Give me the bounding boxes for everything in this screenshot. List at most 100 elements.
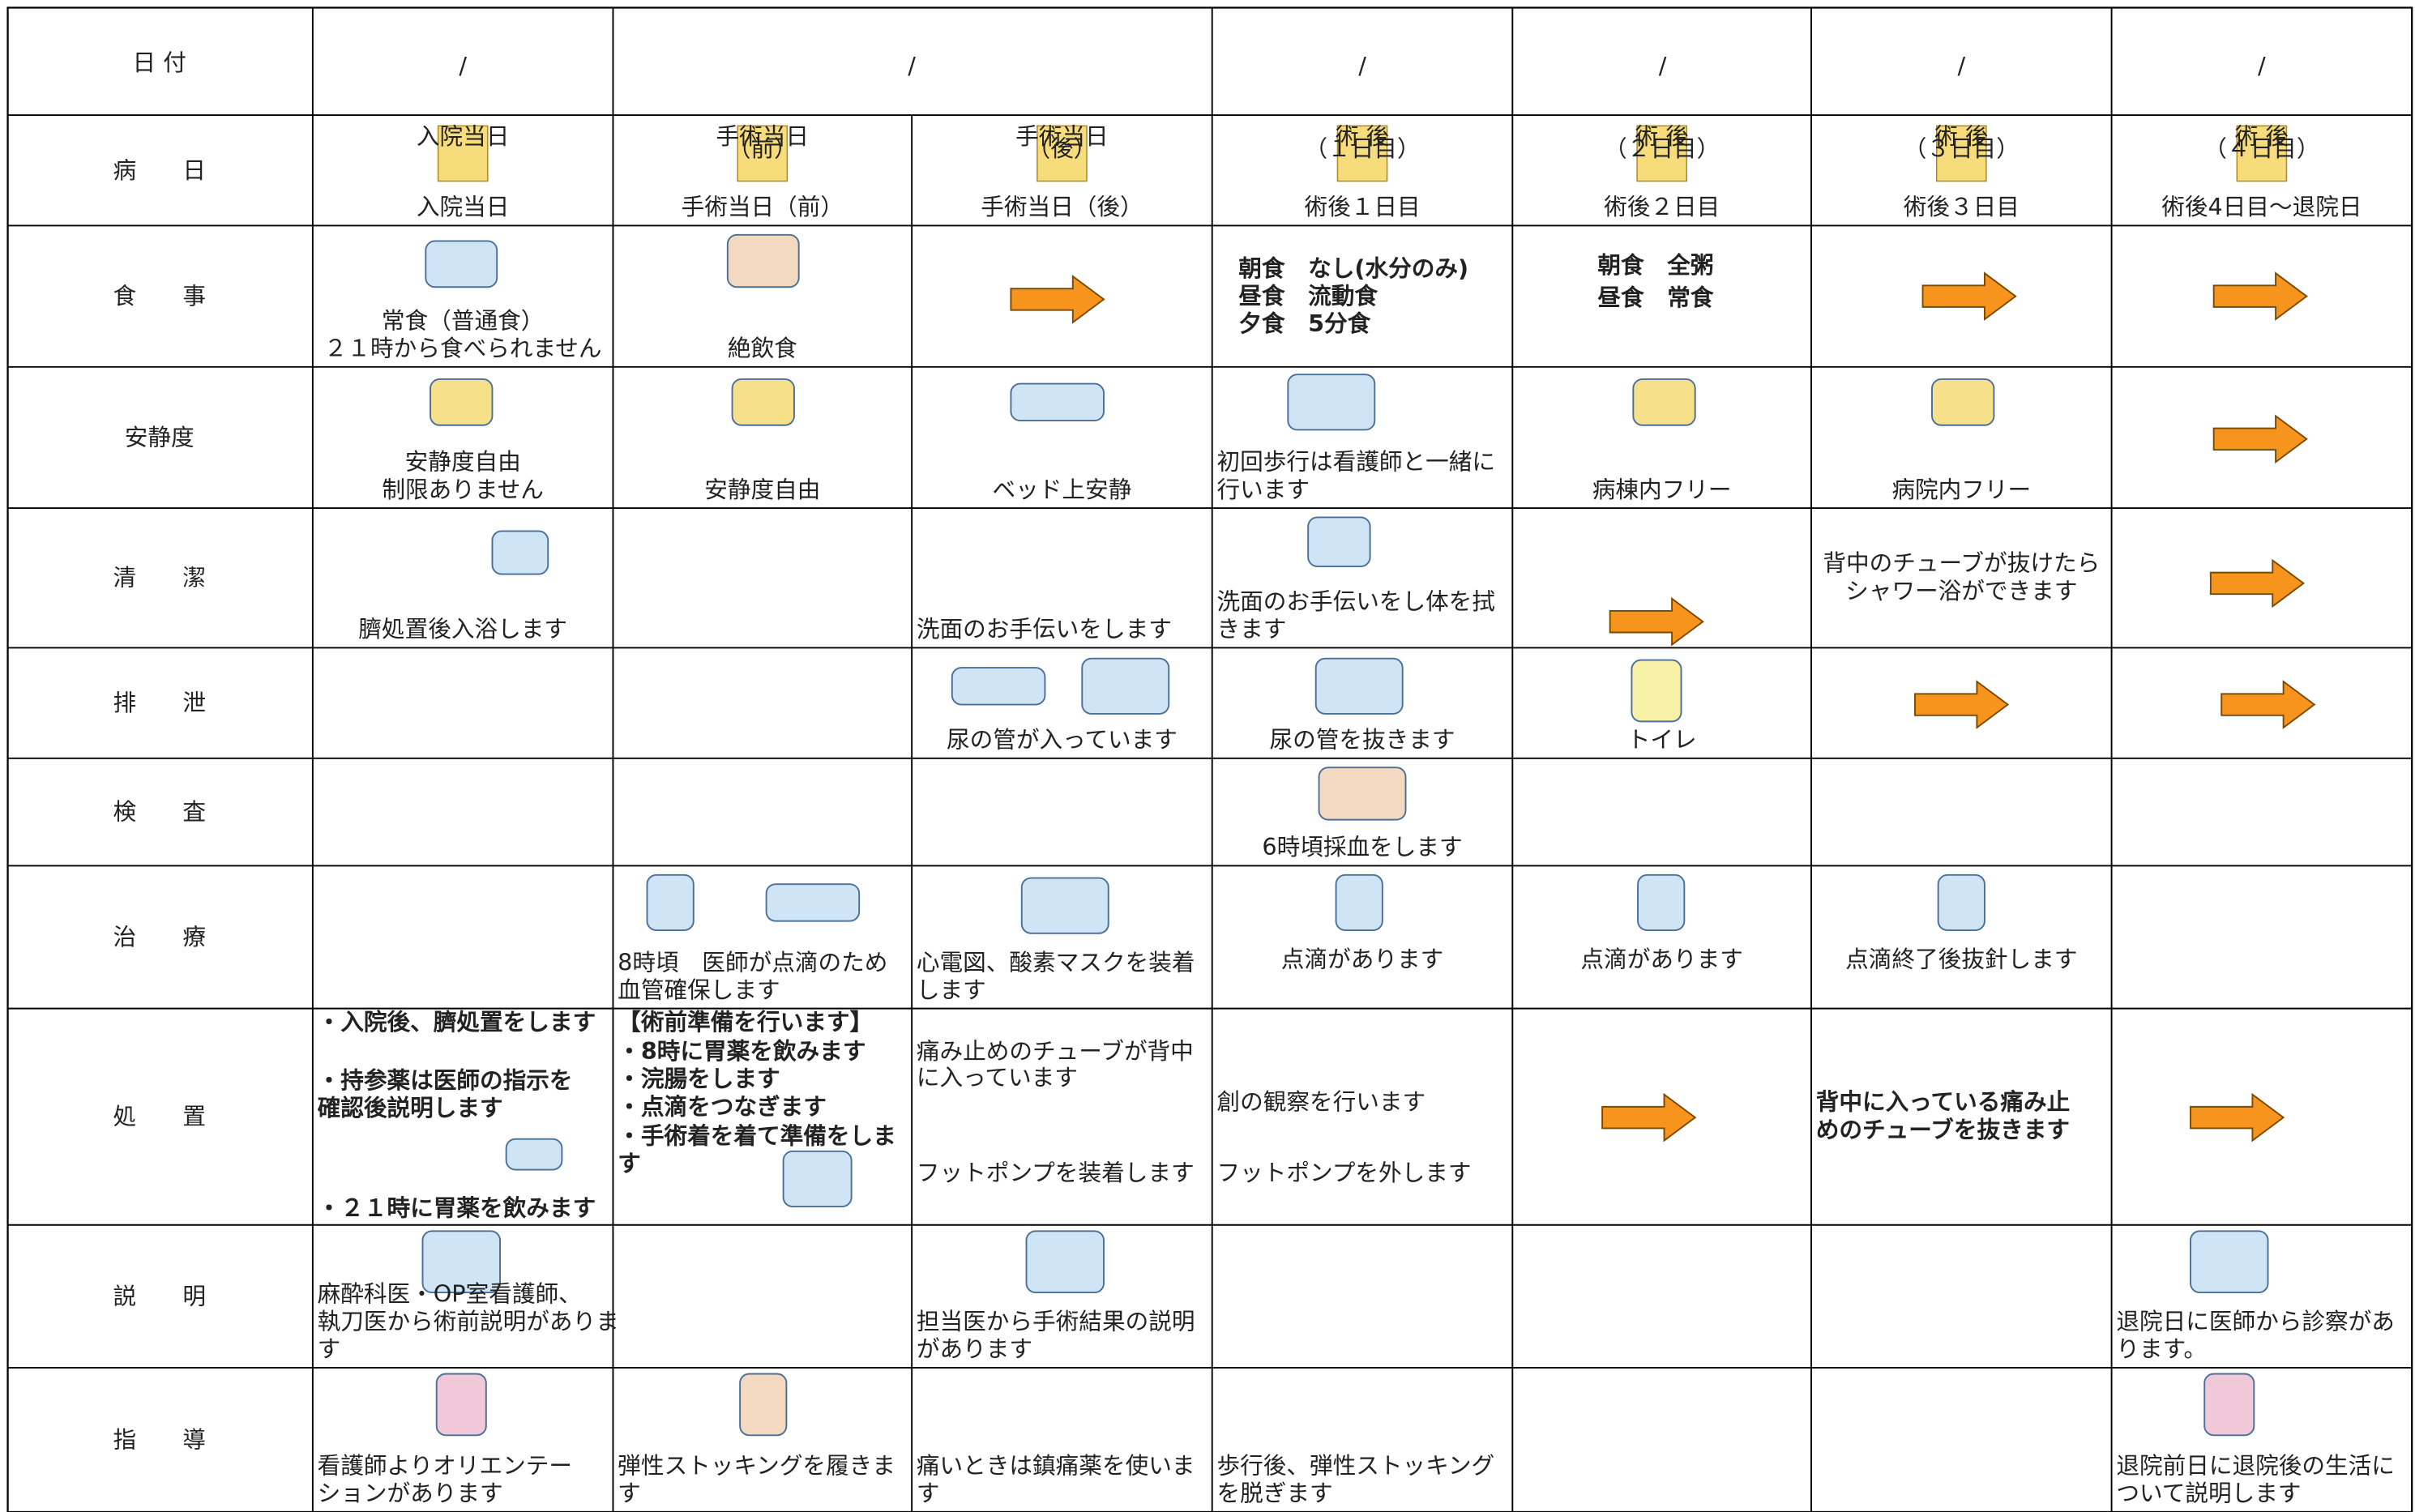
date-slot: /	[1659, 53, 1667, 79]
illustration-icon	[739, 1373, 788, 1437]
row-label: 治 療	[113, 924, 206, 950]
illustration-icon	[1318, 767, 1407, 821]
date-slot: /	[1957, 53, 1965, 79]
illustration-icon	[1314, 657, 1404, 715]
cell-text: 心電図、酸素マスクを装着	[917, 949, 1195, 976]
cell-text: 臍処置後入浴します	[358, 616, 567, 643]
illustration-icon	[505, 1138, 563, 1171]
badge-text: （前）	[728, 135, 797, 162]
illustration-icon	[1931, 378, 1995, 426]
cell-text: ・持参薬は医師の指示を	[318, 1067, 573, 1094]
cell-text: 尿の管を抜きます	[1269, 727, 1455, 754]
row-label: 排 泄	[113, 690, 206, 716]
cell-text: ・点滴をつなぎます	[618, 1093, 827, 1120]
cell-text: 痛み止めのチューブが背中	[917, 1038, 1194, 1065]
illustration-icon	[951, 667, 1046, 706]
cell-text: 【術前準備を行います】	[618, 1009, 873, 1036]
illustration-icon	[1020, 877, 1109, 934]
cell-text: 背中に入っている痛み止	[1816, 1089, 2071, 1116]
badge-text: 術 後	[2235, 123, 2289, 150]
cell-text: シャワー浴ができます	[1845, 578, 2077, 604]
illustration-icon	[1637, 873, 1686, 931]
cell-text: 術後4日目〜退院日	[2161, 194, 2362, 220]
row-label: 検 査	[113, 799, 206, 826]
illustration-icon	[1081, 657, 1170, 715]
cell-text: 担当医から手術結果の説明	[917, 1309, 1195, 1335]
illustration-icon	[430, 378, 494, 426]
cell-text: 背中のチューブが抜けたら	[1823, 550, 2100, 577]
cell-text: 点滴があります	[1281, 946, 1443, 973]
illustration-icon	[1335, 873, 1383, 931]
cell-text: 看護師よりオリエンテー	[318, 1453, 572, 1480]
row-label: 食 事	[113, 283, 206, 310]
cell-text: 手術当日（後）	[981, 194, 1143, 220]
cell-text: ・8時に胃薬を飲みます	[618, 1038, 866, 1065]
illustration-icon	[425, 240, 498, 288]
illustration-icon	[1307, 516, 1371, 567]
cell-text: 朝食 全粥	[1597, 252, 1713, 279]
cell-text: す	[318, 1336, 341, 1363]
cell-text: 血管確保します	[618, 976, 780, 1003]
badge-text: （３日目）	[1904, 135, 2020, 162]
illustration-icon	[646, 873, 695, 931]
arrow-icon	[2190, 1092, 2285, 1143]
table-border	[6, 6, 2413, 1512]
cell-text: 病院内フリー	[1891, 476, 2031, 503]
cell-text: トイレ	[1627, 727, 1697, 754]
illustration-icon	[1631, 659, 1682, 723]
day-badge	[1336, 125, 1388, 182]
illustration-icon	[765, 883, 861, 922]
cell-text: 行います	[1216, 476, 1310, 503]
cell-text: 安静度自由	[405, 449, 521, 476]
badge-text: 術 後	[1934, 123, 1988, 150]
day-badge	[2236, 125, 2288, 182]
illustration-icon	[1937, 873, 1985, 931]
cell-text: フットポンプを装着します	[917, 1160, 1195, 1186]
cell-text: 尿の管が入っています	[947, 727, 1178, 754]
illustration-icon	[782, 1150, 853, 1207]
arrow-icon	[1010, 275, 1105, 324]
date-slot: /	[459, 53, 467, 79]
badge-text: （後）	[1027, 135, 1096, 162]
arrow-icon	[1921, 271, 2017, 321]
cell-text: ・手術着を着て準備をしま	[618, 1122, 896, 1149]
cell-text: ・２１時に胃薬を飲みます	[318, 1194, 596, 1221]
cell-text: ２１時から食べられません	[324, 335, 602, 362]
badge-text: 手術当日	[1015, 123, 1109, 150]
arrow-icon	[2209, 558, 2306, 609]
cell-text: きます	[1216, 616, 1286, 643]
row-label: 指 導	[113, 1427, 206, 1454]
day-badge	[737, 125, 789, 182]
day-badge	[1935, 125, 1987, 182]
cell-text: ります。	[2116, 1336, 2207, 1363]
illustration-icon	[2190, 1230, 2269, 1294]
cell-text: 常食（普通食）	[382, 308, 544, 335]
cell-text: 歩行後、弾性ストッキング	[1216, 1453, 1494, 1480]
cell-text: ションがあります	[318, 1480, 503, 1507]
cell-text: 手術当日（前）	[682, 194, 844, 220]
cell-text: 確認後説明します	[318, 1095, 503, 1121]
cell-text: ・浣腸をします	[618, 1066, 780, 1092]
arrow-icon	[1914, 680, 2010, 729]
illustration-icon	[421, 1230, 501, 1294]
cell-text: します	[917, 976, 986, 1003]
arrow-icon	[1601, 1092, 1697, 1143]
cell-text: ・入院後、臍処置をします	[318, 1009, 596, 1036]
cell-text: 6時頃採血をします	[1262, 834, 1462, 861]
cell-text: す	[917, 1480, 940, 1507]
cell-text: 安静度自由	[704, 476, 820, 503]
cell-text: 病棟内フリー	[1592, 476, 1732, 503]
cell-text: 退院日に医師から診察があ	[2116, 1309, 2395, 1335]
illustration-icon	[435, 1373, 487, 1437]
arrow-icon	[2221, 680, 2316, 729]
row-label: 清 潔	[113, 565, 206, 592]
cell-text: 創の観察を行います	[1216, 1089, 1425, 1116]
cell-text: 洗面のお手伝いをし体を拭	[1216, 588, 1495, 615]
cell-text: 朝食 なし(水分のみ)	[1238, 255, 1468, 282]
cell-text: 8時頃 医師が点滴のため	[618, 949, 887, 976]
cell-text: 昼食 流動食	[1238, 283, 1378, 310]
cell-text: 痛いときは鎮痛薬を使いま	[917, 1453, 1195, 1480]
arrow-icon	[1609, 596, 1704, 647]
cell-text: 術後１日目	[1304, 194, 1420, 220]
